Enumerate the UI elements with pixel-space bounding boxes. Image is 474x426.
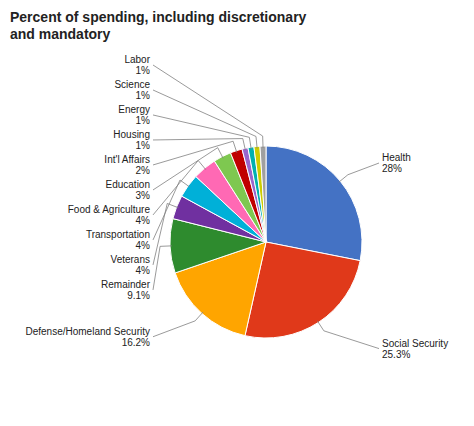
data-label: 3% [136, 190, 151, 201]
pie-slice [248, 147, 266, 242]
slice-label: Health [382, 152, 411, 163]
data-label: 1% [136, 140, 151, 151]
leader-line [317, 321, 379, 349]
slice-label: Labor [124, 54, 150, 65]
leader-line [153, 312, 203, 337]
labels: Health28% Social Security25.3% Defense/Hom… [25, 54, 448, 360]
data-label: 4% [136, 240, 151, 251]
title-line: and mandatory [10, 26, 111, 42]
slice-label: Veterans [111, 254, 150, 265]
data-label: 28% [382, 163, 402, 174]
data-label: 2% [136, 165, 151, 176]
data-label: 25.3% [382, 349, 410, 360]
pie [170, 146, 362, 338]
chart-svg: Percent of spending, including discretio… [0, 0, 474, 426]
leader-line [339, 163, 379, 182]
pie-slice [260, 146, 266, 242]
slice-label: Energy [118, 104, 150, 115]
leader-line [153, 65, 263, 148]
data-label: 16.2% [122, 337, 150, 348]
pie-slice [254, 146, 266, 242]
chart-container: Percent of spending, including discretio… [0, 0, 474, 426]
slice-label: Int'l Affairs [104, 154, 150, 165]
slice-label: Remainder [101, 279, 151, 290]
leader-line [153, 161, 206, 215]
data-label: 1% [136, 115, 151, 126]
pie-slice [266, 146, 362, 261]
slice-label: Science [114, 79, 150, 90]
data-label: 1% [136, 90, 151, 101]
title: Percent of spending, including discretio… [10, 9, 307, 42]
slice-label: Food & Agriculture [68, 204, 151, 215]
leader-line [153, 180, 190, 240]
leader-line [153, 141, 237, 165]
data-label: 1% [136, 65, 151, 76]
slice-label: Education [106, 179, 150, 190]
slice-label: Transportation [86, 229, 150, 240]
data-label: 9.1% [127, 290, 150, 301]
data-label: 4% [136, 265, 151, 276]
slice-label: Social Security [382, 338, 448, 349]
leader-line [153, 115, 251, 149]
slice-label: Housing [113, 129, 150, 140]
slice-label: Defense/Homeland Security [25, 326, 150, 337]
title-line: Percent of spending, including discretio… [10, 9, 307, 25]
data-label: 4% [136, 215, 151, 226]
leader-line [153, 148, 223, 190]
leader-line [153, 139, 245, 151]
